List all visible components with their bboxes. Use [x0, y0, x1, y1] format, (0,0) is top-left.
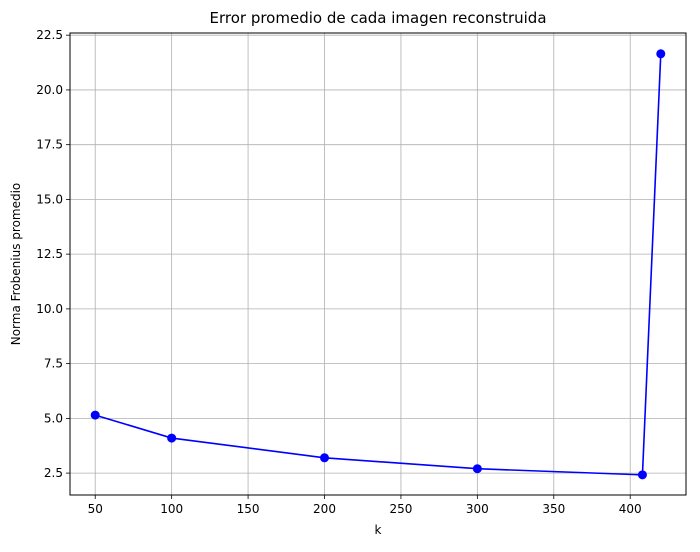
chart-title: Error promedio de cada imagen reconstrui…	[209, 9, 546, 27]
data-point	[90, 410, 100, 420]
y-tick-label: 7.5	[44, 357, 63, 371]
data-point	[167, 433, 177, 443]
series-line	[94, 53, 662, 476]
y-tick-label: 12.5	[36, 247, 63, 261]
grid	[70, 33, 686, 495]
plot-frame	[69, 32, 687, 496]
y-tick-label: 22.5	[36, 28, 63, 42]
data-point	[637, 470, 647, 480]
y-tick-label: 2.5	[44, 466, 63, 480]
x-axis-label: k	[375, 523, 382, 537]
y-axis-label: Norma Frobenius promedio	[9, 183, 23, 346]
data-point	[472, 464, 482, 474]
x-tick-label: 350	[542, 502, 565, 516]
axis-ticks: 50 100 150 200 250 300 350 400 2.5 5.0 7.5 10.0 12.5…	[36, 28, 641, 516]
x-tick-label: 400	[619, 502, 642, 516]
x-tick-label: 150	[237, 502, 260, 516]
y-tick-label: 5.0	[44, 411, 63, 425]
data-series	[90, 49, 666, 480]
y-tick-label: 10.0	[36, 302, 63, 316]
x-tick-label: 250	[389, 502, 412, 516]
y-tick-label: 17.5	[36, 138, 63, 152]
data-point	[320, 453, 330, 463]
x-tick-label: 300	[466, 502, 489, 516]
x-tick-label: 100	[160, 502, 183, 516]
x-tick-label: 200	[313, 502, 336, 516]
data-point	[656, 49, 666, 59]
x-tick-label: 50	[88, 502, 103, 516]
y-tick-label: 20.0	[36, 83, 63, 97]
y-tick-label: 15.0	[36, 192, 63, 206]
